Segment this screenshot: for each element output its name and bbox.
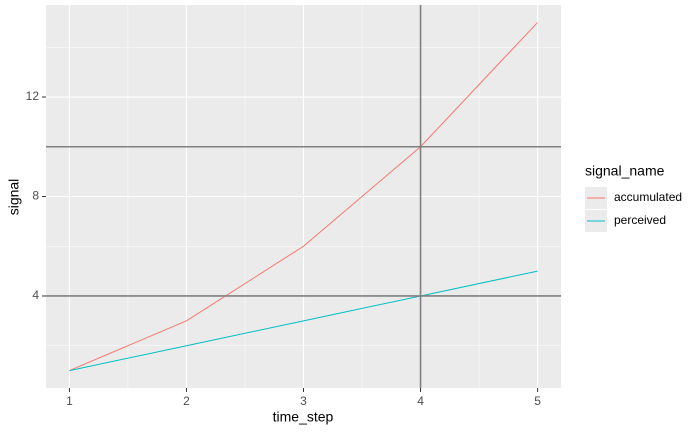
y-tick-label: 8 bbox=[32, 189, 39, 203]
x-tick-label: 4 bbox=[417, 394, 424, 408]
x-axis-title: time_step bbox=[273, 409, 334, 425]
legend-label: accumulated bbox=[614, 190, 682, 204]
marks bbox=[46, 5, 561, 388]
x-tick-label: 3 bbox=[300, 394, 307, 408]
legend-label: perceived bbox=[614, 213, 666, 227]
x-tick-label: 5 bbox=[534, 394, 541, 408]
series-line bbox=[69, 22, 538, 372]
series-line bbox=[69, 270, 538, 372]
legend-title: signal_name bbox=[585, 163, 665, 179]
x-tick-label: 2 bbox=[183, 394, 190, 408]
y-tick-label: 4 bbox=[32, 288, 39, 302]
y-tick-label: 12 bbox=[26, 89, 40, 103]
y-axis-title: signal bbox=[6, 179, 22, 216]
x-tick-label: 1 bbox=[66, 394, 73, 408]
